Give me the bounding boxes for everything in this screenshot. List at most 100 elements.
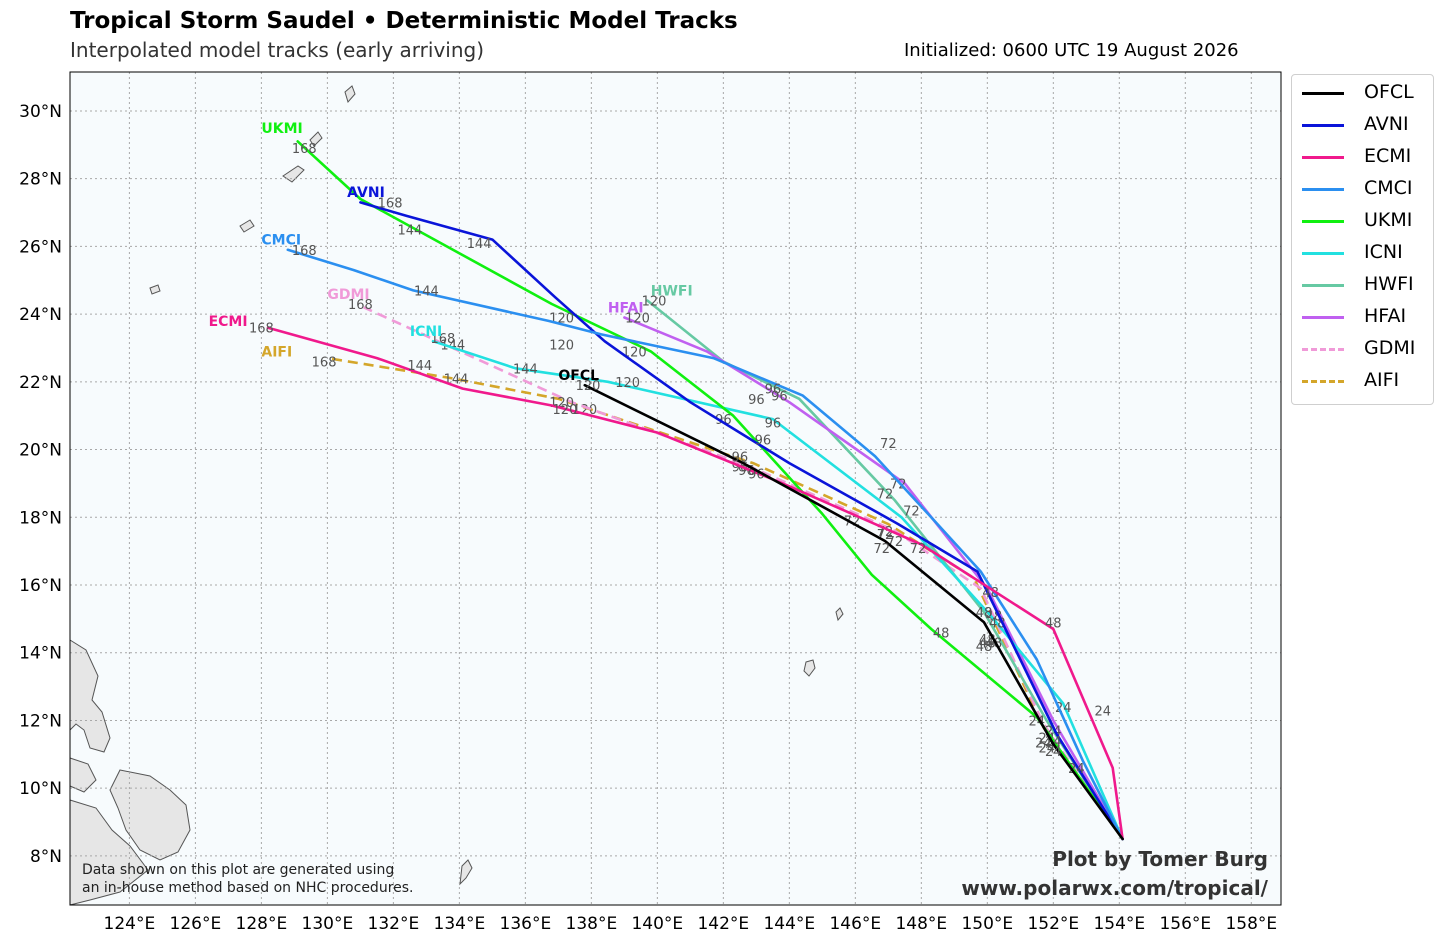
- forecast-hour-label: 168: [312, 356, 337, 371]
- forecast-hour-label: 120: [572, 403, 597, 418]
- track-line: [327, 356, 1124, 840]
- forecast-hour-label: 120: [553, 403, 578, 418]
- model-tag-label: AIFI: [261, 344, 292, 360]
- legend-swatch: [1302, 252, 1344, 255]
- forecast-hour-label: 24: [1029, 714, 1046, 729]
- forecast-hour-label: 96: [755, 433, 772, 448]
- forecast-hour-label: 168: [430, 332, 455, 347]
- forecast-hour-label: 168: [378, 196, 403, 211]
- lon-tick-label: 136°E: [500, 914, 552, 934]
- model-tag-label: AVNI: [347, 185, 385, 201]
- samar-land: [109, 769, 191, 861]
- legend-label: AVNI: [1364, 113, 1409, 135]
- legend-item-ecmi: ECMI: [1292, 141, 1433, 173]
- forecast-hour-label: 144: [397, 223, 422, 238]
- track-line: [266, 326, 1124, 841]
- model-tag-label: OFCL: [558, 368, 599, 384]
- legend: OFCL AVNI ECMI CMCI UKMI ICNI HWFI HFAI …: [1291, 74, 1434, 405]
- forecast-hour-label: 24: [1055, 701, 1072, 716]
- track-line: [296, 140, 1124, 841]
- track-hfai: 24 48 72 96 120 HFAI: [608, 300, 1124, 841]
- forecast-hour-label: 168: [292, 142, 317, 157]
- lon-tick-label: 158°E: [1225, 914, 1277, 934]
- legend-item-cmci: CMCI: [1292, 173, 1433, 205]
- forecast-hour-label: 24: [1045, 745, 1062, 760]
- forecast-hour-label: 72: [880, 437, 897, 452]
- map-subtitle: Interpolated model tracks (early arrivin…: [70, 38, 485, 62]
- legend-swatch: [1302, 284, 1344, 287]
- map-title: Tropical Storm Saudel • Deterministic Mo…: [70, 8, 738, 34]
- forecast-hour-label: 24: [1038, 742, 1055, 757]
- palau-land: [459, 859, 473, 886]
- luzon-land: [69, 639, 111, 753]
- track-line: [583, 383, 1124, 841]
- lat-tick-label: 20°N: [19, 441, 62, 461]
- forecast-hour-label: 48: [982, 586, 999, 601]
- forecast-hour-label: 48: [1045, 616, 1062, 631]
- legend-swatch: [1302, 316, 1344, 319]
- forecast-hour-label: 144: [407, 359, 432, 374]
- lon-tick-label: 132°E: [368, 914, 420, 934]
- legend-label: CMCI: [1364, 177, 1413, 199]
- amami-land: [309, 131, 323, 147]
- legend-swatch: [1302, 188, 1344, 191]
- forecast-hour-label: 48: [976, 640, 993, 655]
- plot-credit: Plot by Tomer Burg www.polarwx.com/tropi…: [961, 845, 1268, 903]
- axis-labels: 124°E 126°E 128°E 130°E 132°E 134°E 136°E 138°E…: [19, 102, 1277, 934]
- legend-label: UKMI: [1364, 209, 1413, 231]
- legend-swatch: [1302, 156, 1344, 159]
- lon-tick-label: 130°E: [302, 914, 354, 934]
- model-tag-label: GDMI: [327, 287, 369, 303]
- yaeyama-land: [149, 284, 161, 295]
- mindanao-land: [69, 799, 149, 906]
- lon-tick-label: 124°E: [104, 914, 156, 934]
- model-tag-label: HFAI: [608, 300, 644, 316]
- model-tag-label: ECMI: [209, 314, 248, 330]
- legend-swatch: [1302, 348, 1344, 351]
- track-line: [359, 201, 1124, 841]
- okinawa-land: [282, 165, 305, 183]
- lon-tick-label: 150°E: [961, 914, 1013, 934]
- lon-tick-label: 148°E: [895, 914, 947, 934]
- forecast-hour-label: 72: [877, 488, 894, 503]
- lon-tick-label: 144°E: [763, 914, 815, 934]
- lat-tick-label: 24°N: [19, 305, 62, 325]
- legend-item-ofcl: OFCL: [1292, 77, 1433, 109]
- guam-land: [803, 659, 816, 677]
- forecast-hour-label: 144: [467, 237, 492, 252]
- legend-swatch: [1302, 124, 1344, 127]
- data-disclaimer: Data shown on this plot are generated us…: [82, 861, 414, 897]
- forecast-hour-label: 120: [576, 379, 601, 394]
- disclaimer-line-2: an in-house method based on NHC procedur…: [82, 880, 414, 896]
- lon-tick-label: 140°E: [631, 914, 683, 934]
- legend-label: ICNI: [1364, 241, 1403, 263]
- forecast-hour-label: 96: [765, 383, 782, 398]
- forecast-hour-label: 96: [771, 389, 788, 404]
- model-tag-label: HWFI: [651, 283, 693, 299]
- track-line: [623, 316, 1124, 841]
- forecast-hour-label: 168: [249, 322, 274, 337]
- forecast-hour-label: 72: [910, 542, 927, 557]
- forecast-hour-label: 144: [513, 362, 538, 377]
- lat-tick-label: 30°N: [19, 102, 62, 122]
- credit-url: www.polarwx.com/tropical/: [961, 876, 1268, 900]
- credit-author: Plot by Tomer Burg: [1052, 847, 1268, 871]
- legend-label: GDMI: [1364, 337, 1416, 359]
- forecast-hour-label: 144: [414, 284, 439, 299]
- lat-tick-label: 26°N: [19, 237, 62, 257]
- forecast-hour-label: 72: [877, 525, 894, 540]
- legend-item-ukmi: UKMI: [1292, 205, 1433, 237]
- forecast-hour-label: 120: [622, 345, 647, 360]
- legend-item-hwfi: HWFI: [1292, 269, 1433, 301]
- legend-item-icni: ICNI: [1292, 237, 1433, 269]
- forecast-hour-label: 72: [903, 505, 920, 520]
- lat-tick-label: 14°N: [19, 644, 62, 664]
- legend-swatch: [1302, 92, 1344, 95]
- lon-tick-label: 134°E: [434, 914, 486, 934]
- lat-tick-label: 16°N: [19, 576, 62, 596]
- lon-tick-label: 138°E: [566, 914, 618, 934]
- map-frame: [69, 71, 1282, 906]
- forecast-hour-label: 96: [748, 393, 765, 408]
